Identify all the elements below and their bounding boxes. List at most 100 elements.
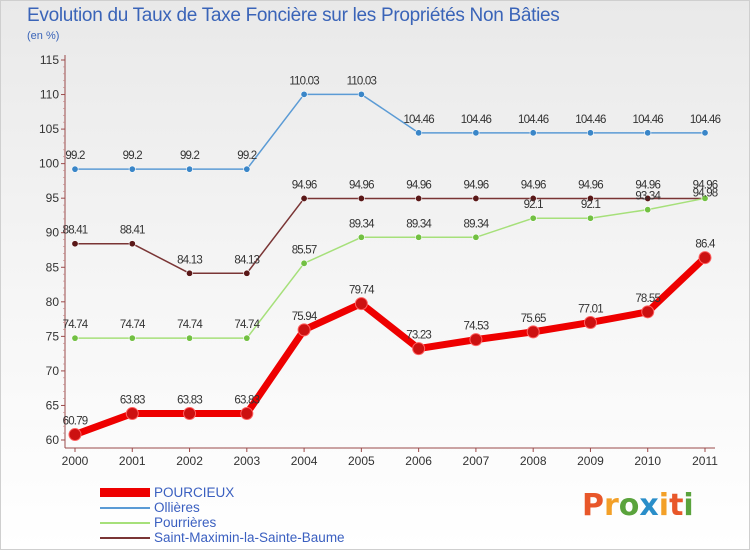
- data-label: 94.96: [578, 179, 603, 191]
- series-line-1: [74, 93, 706, 170]
- y-tick-label: 75: [46, 329, 60, 343]
- data-point: [357, 194, 365, 202]
- data-point: [297, 323, 311, 337]
- data-label: 74.53: [464, 321, 489, 333]
- x-tick-label: 2011: [692, 454, 718, 468]
- data-label: 88.41: [120, 225, 145, 237]
- data-label: 104.46: [403, 114, 434, 126]
- proxiti-logo: Proxiti: [582, 488, 694, 523]
- data-point: [357, 90, 365, 98]
- y-tick-label: 80: [46, 295, 60, 309]
- data-label: 104.46: [690, 114, 721, 126]
- legend-swatch-saint-maximin: [100, 537, 150, 539]
- data-label: 75.65: [521, 313, 546, 325]
- data-label: 85.57: [292, 244, 317, 256]
- data-label: 86.4: [695, 239, 716, 251]
- x-tick-label: 2009: [577, 454, 604, 468]
- data-label: 94.96: [521, 179, 546, 191]
- logo-letter: x: [639, 488, 659, 523]
- data-point: [186, 165, 194, 173]
- legend-swatch-ollieres: [100, 507, 150, 509]
- data-label: 94.96: [693, 179, 718, 191]
- data-label: 89.34: [349, 218, 375, 230]
- data-point: [644, 194, 652, 202]
- y-tick-label: 110: [40, 88, 59, 102]
- data-point: [243, 165, 251, 173]
- x-tick-label: 2010: [634, 454, 661, 468]
- data-label: 84.13: [234, 254, 259, 266]
- logo-letter: P: [582, 488, 604, 523]
- data-label: 89.34: [464, 218, 490, 230]
- data-point: [586, 214, 594, 222]
- data-label: 93.34: [635, 191, 661, 203]
- data-label: 99.2: [65, 150, 85, 162]
- logo-letter: r: [604, 488, 619, 523]
- data-point: [412, 342, 426, 356]
- data-label: 84.13: [177, 254, 202, 266]
- data-label: 74.74: [120, 319, 146, 331]
- data-label: 94.96: [349, 179, 374, 191]
- y-tick-label: 90: [46, 226, 60, 240]
- data-label: 63.83: [177, 395, 202, 407]
- logo-letter: i: [658, 488, 670, 523]
- data-point: [472, 233, 480, 241]
- data-label: 94.96: [406, 179, 431, 191]
- data-point: [71, 165, 79, 173]
- x-tick-label: 2002: [176, 454, 203, 468]
- data-point: [644, 129, 652, 137]
- y-tick-label: 65: [46, 398, 60, 412]
- legend-swatch-pourcieux: [100, 488, 150, 497]
- data-label: 99.2: [123, 150, 143, 162]
- data-label: 75.94: [292, 311, 318, 323]
- legend-label-saint-maximin: Saint-Maximin-la-Sainte-Baume: [154, 530, 345, 545]
- data-label: 110.03: [347, 75, 377, 87]
- data-point: [300, 259, 308, 267]
- data-label: 88.41: [63, 225, 88, 237]
- data-label: 74.74: [63, 319, 89, 331]
- data-label: 104.46: [575, 114, 606, 126]
- y-tick-label: 100: [39, 157, 59, 171]
- data-point: [526, 325, 540, 339]
- data-point: [68, 428, 82, 442]
- data-point: [469, 333, 483, 347]
- data-point: [583, 315, 597, 329]
- data-label: 94.98: [693, 187, 718, 199]
- legend-label-pourcieux: POURCIEUX: [154, 485, 235, 500]
- y-tick-label: 60: [46, 433, 60, 447]
- data-point: [71, 240, 79, 248]
- x-tick-label: 2004: [291, 454, 318, 468]
- data-point: [354, 297, 368, 311]
- y-tick-label: 105: [39, 122, 59, 136]
- data-point: [529, 129, 537, 137]
- data-point: [472, 129, 480, 137]
- x-tick-label: 2007: [463, 454, 490, 468]
- x-tick-label: 2003: [233, 454, 260, 468]
- data-point: [415, 129, 423, 137]
- data-point: [128, 165, 136, 173]
- data-label: 92.1: [581, 199, 601, 211]
- legend-label-ollieres: Ollières: [154, 500, 200, 515]
- logo-letter: o: [618, 488, 640, 523]
- data-label: 104.46: [633, 114, 664, 126]
- data-label: 79.74: [349, 285, 375, 297]
- data-point: [243, 334, 251, 342]
- data-label: 89.34: [406, 218, 432, 230]
- data-label: 104.46: [518, 114, 549, 126]
- data-point: [415, 233, 423, 241]
- data-point: [698, 251, 712, 265]
- data-point: [357, 233, 365, 241]
- series-line-3: [74, 197, 706, 275]
- data-point: [701, 129, 709, 137]
- data-point: [128, 240, 136, 248]
- y-tick-label: 70: [46, 364, 60, 378]
- series-line-2: [74, 197, 706, 339]
- logo-letter: t: [669, 488, 684, 523]
- data-point: [529, 214, 537, 222]
- logo-letter: i: [683, 488, 694, 523]
- data-point: [529, 194, 537, 202]
- data-label: 78.55: [635, 293, 660, 305]
- data-label: 63.83: [120, 395, 145, 407]
- data-label: 99.2: [180, 150, 200, 162]
- data-label: 94.96: [292, 179, 317, 191]
